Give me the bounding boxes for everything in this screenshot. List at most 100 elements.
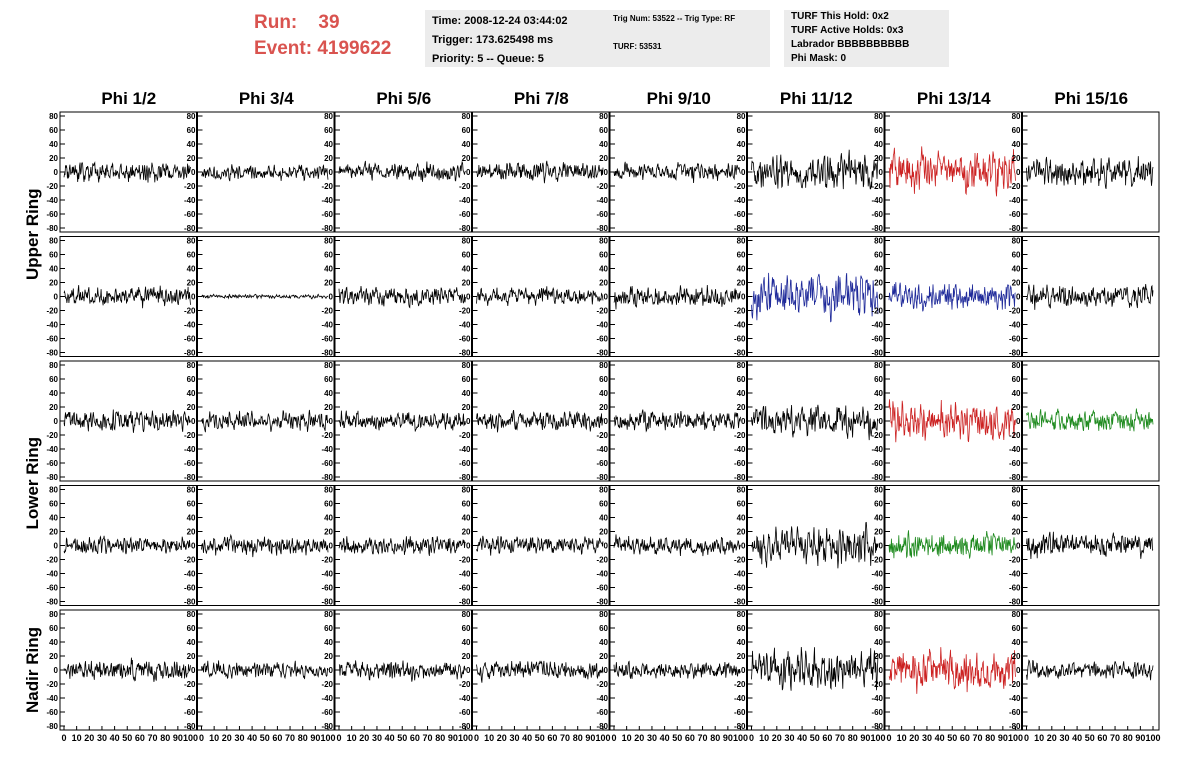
y-tick-label: 80 [874,486,883,495]
x-tick-label: 0 [611,733,616,743]
waveform-trace [751,646,879,691]
waveform-panel-frame [472,111,610,233]
turf-number-text: TURF: 53531 [613,42,662,51]
y-tick-label: -40 [871,570,883,579]
y-tick-label: 40 [874,638,883,647]
y-tick-label: -40 [459,196,471,205]
y-tick-label: 20 [1012,279,1021,288]
y-tick-label: 20 [187,154,196,163]
y-tick-label: 40 [599,638,608,647]
y-tick-label: 60 [1012,126,1021,135]
y-tick-label: 20 [599,652,608,661]
y-tick-label: 60 [49,375,58,384]
waveform-panel-frame [747,111,885,233]
y-tick-label: 0 [466,666,471,675]
y-tick-label: -60 [734,210,746,219]
waveform-trace [63,409,191,433]
x-tick-label: 50 [397,733,407,743]
y-tick-label: 80 [737,486,746,495]
y-tick-label: -80 [871,473,883,482]
waveform-panel-frame [609,236,747,357]
y-tick-label: -20 [184,431,196,440]
y-tick-label: 40 [874,140,883,149]
y-tick-label: -40 [184,570,196,579]
y-tick-label: -40 [459,321,471,330]
y-tick-label: 60 [1012,251,1021,260]
waveform-trace [1026,659,1154,681]
y-tick-label: -80 [871,349,883,358]
y-tick-label: -20 [459,307,471,316]
y-tick-label: 20 [187,528,196,537]
x-tick-label: 10 [897,733,907,743]
y-tick-label: 60 [874,126,883,135]
y-tick-label: -40 [321,196,333,205]
x-tick-label: 50 [810,733,820,743]
y-tick-label: -40 [459,694,471,703]
y-tick-label: -60 [184,584,196,593]
x-tick-label: 90 [448,733,458,743]
y-tick-label: 40 [599,140,608,149]
ring-label: Nadir Ring [23,627,42,713]
y-tick-label: -80 [871,224,883,233]
y-tick-label: -60 [1009,335,1021,344]
y-tick-label: 0 [604,666,609,675]
y-tick-label: 80 [324,237,333,246]
x-tick-label: 70 [560,733,570,743]
y-tick-label: 60 [324,126,333,135]
y-tick-label: 0 [191,293,196,302]
x-tick-label: 30 [234,733,244,743]
y-tick-label: -60 [1009,584,1021,593]
y-tick-label: 20 [462,528,471,537]
x-tick-label: 60 [960,733,970,743]
y-tick-label: -20 [871,431,883,440]
waveform-trace [751,521,879,569]
y-tick-label: -40 [1009,196,1021,205]
waveform-trace [613,409,741,433]
y-tick-label: -80 [734,224,746,233]
y-tick-label: 60 [874,251,883,260]
y-tick-label: 20 [462,403,471,412]
run-event-header: Run: 39 Event: 4199622 [254,10,391,62]
y-tick-label: -60 [321,459,333,468]
y-tick-label: 20 [324,279,333,288]
y-tick-label: 40 [187,514,196,523]
x-tick-label: 40 [110,733,120,743]
y-tick-label: -80 [321,349,333,358]
y-tick-label: -40 [46,445,58,454]
y-tick-label: -40 [596,196,608,205]
y-tick-label: -80 [596,224,608,233]
y-tick-label: 40 [462,638,471,647]
y-tick-label: 20 [599,279,608,288]
y-tick-label: -20 [1009,431,1021,440]
waveform-trace [476,660,604,683]
x-tick-label: 20 [359,733,369,743]
y-tick-label: -80 [321,473,333,482]
x-tick-label: 30 [372,733,382,743]
y-tick-label: -80 [1009,722,1021,731]
y-tick-label: -80 [459,722,471,731]
x-tick-label: 40 [797,733,807,743]
y-tick-label: 80 [737,361,746,370]
waveform-trace [338,410,466,432]
y-tick-label: -20 [459,182,471,191]
y-tick-label: -80 [871,598,883,607]
y-tick-label: 80 [737,112,746,121]
phi-mask-text: Phi Mask: 0 [791,53,847,64]
y-tick-label: 60 [462,251,471,260]
x-tick-label: 50 [122,733,132,743]
y-tick-label: -80 [1009,224,1021,233]
y-tick-label: -40 [734,694,746,703]
y-tick-label: -20 [871,556,883,565]
y-tick-label: -20 [184,182,196,191]
y-tick-label: 20 [599,403,608,412]
y-tick-label: -60 [1009,708,1021,717]
y-tick-label: 40 [324,389,333,398]
y-tick-label: 80 [324,361,333,370]
y-tick-label: 40 [1012,140,1021,149]
y-tick-label: 0 [54,168,59,177]
y-tick-label: 40 [874,265,883,274]
x-tick-label: 40 [385,733,395,743]
y-tick-label: 80 [462,361,471,370]
y-tick-label: 60 [49,500,58,509]
waveform-trace [63,657,191,682]
